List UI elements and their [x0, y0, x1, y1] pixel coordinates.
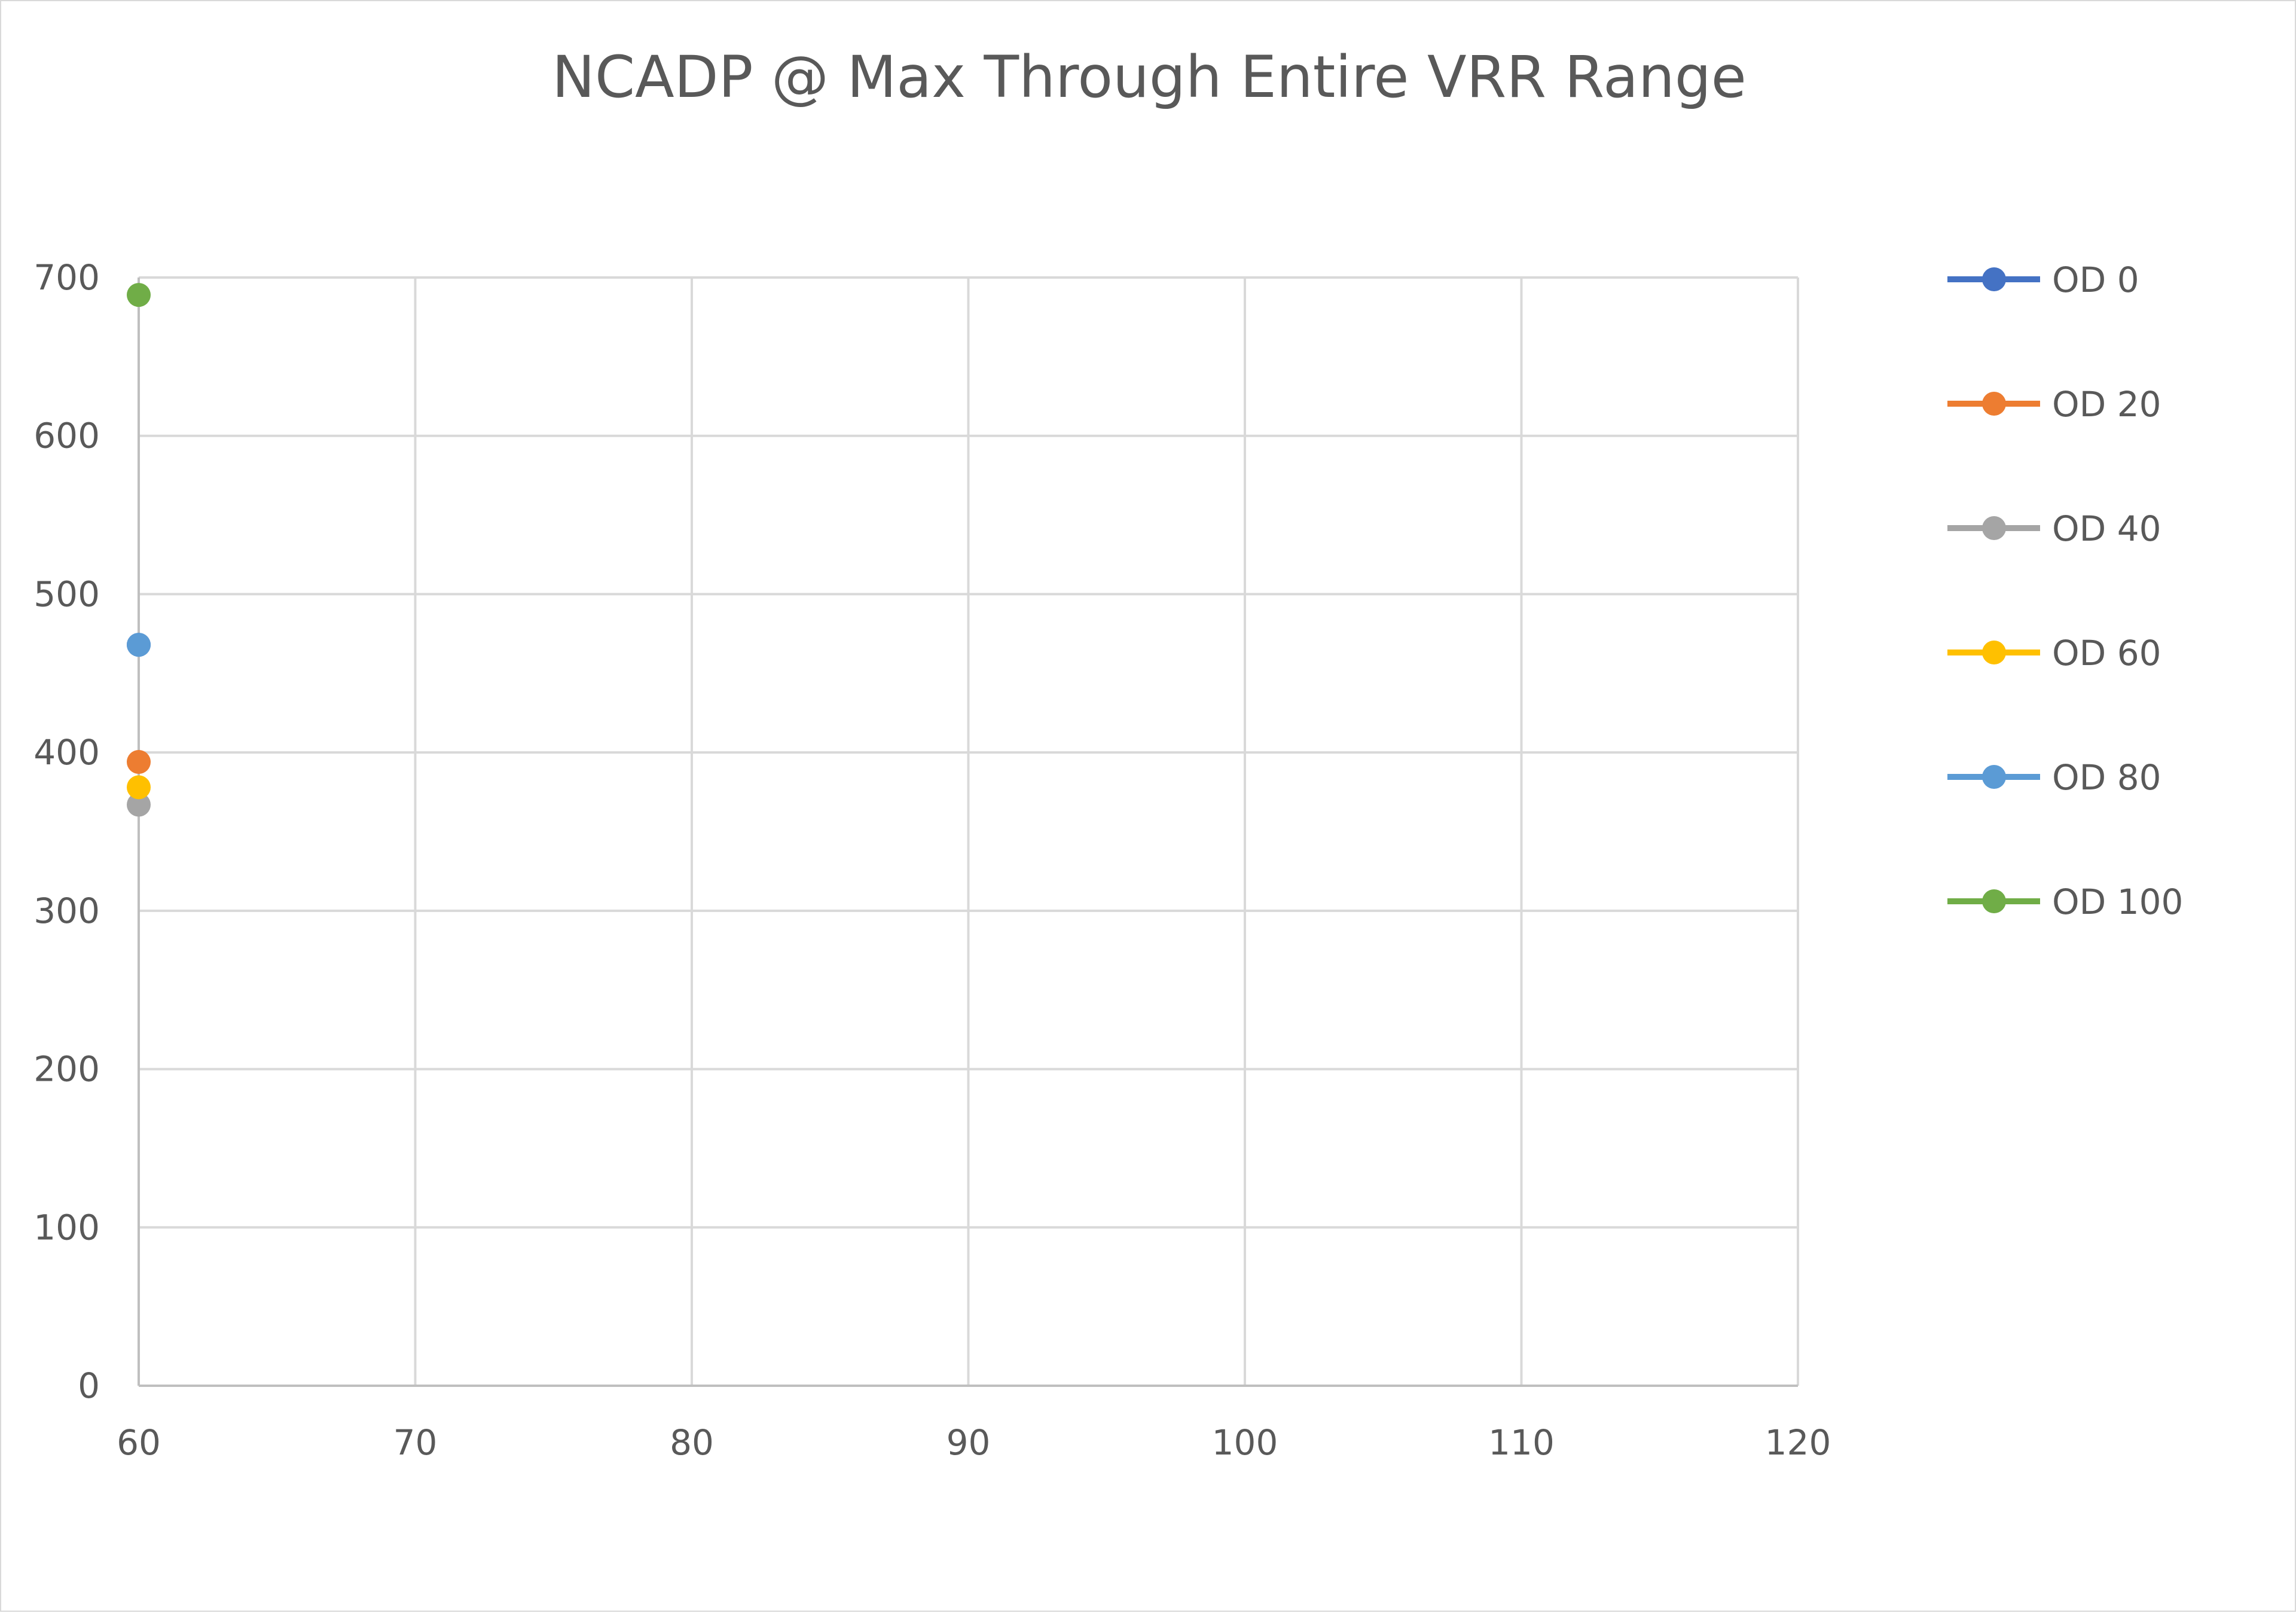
x-tick-label: 110 — [1488, 1422, 1555, 1463]
data-point — [127, 633, 151, 657]
y-tick-label: 500 — [33, 574, 100, 614]
legend-marker — [1982, 392, 2006, 416]
legend-item: OD 40 — [1947, 508, 2161, 549]
data-points — [127, 283, 151, 817]
legend-item: OD 20 — [1947, 384, 2161, 425]
legend: OD 0 OD 20 OD 40 OD 60 OD 80 OD 100 — [1947, 260, 2183, 922]
axes — [138, 278, 1798, 1387]
x-tick-label: 120 — [1765, 1422, 1831, 1463]
chart-title: NCADP @ Max Through Entire VRR Range — [552, 44, 1747, 111]
data-point — [127, 775, 151, 800]
legend-marker — [1982, 516, 2006, 540]
x-tick-label: 100 — [1212, 1422, 1278, 1463]
y-tick-label: 700 — [33, 257, 100, 298]
legend-item: OD 0 — [1947, 260, 2139, 300]
x-tick-label: 60 — [117, 1422, 161, 1463]
y-tick-label: 600 — [33, 416, 100, 456]
legend-marker — [1982, 267, 2006, 291]
legend-item: OD 80 — [1947, 757, 2161, 798]
data-point — [127, 283, 151, 307]
legend-label: OD 80 — [2052, 757, 2161, 798]
legend-label: OD 0 — [2052, 260, 2139, 300]
x-tick-label: 90 — [947, 1422, 991, 1463]
legend-marker — [1982, 641, 2006, 664]
data-point — [127, 792, 151, 817]
legend-item: OD 60 — [1947, 633, 2161, 673]
gridlines — [139, 276, 1799, 1386]
legend-label: OD 60 — [2052, 633, 2161, 673]
tick-labels: 0 100 200 300 400 500 600 700 60 70 80 90 100 110 120 — [33, 257, 1831, 1463]
legend-item: OD 100 — [1947, 882, 2183, 922]
x-tick-label: 80 — [670, 1422, 714, 1463]
legend-label: OD 40 — [2052, 508, 2161, 549]
legend-marker — [1982, 889, 2006, 913]
y-tick-label: 300 — [33, 891, 100, 931]
y-tick-label: 100 — [33, 1207, 100, 1248]
y-tick-label: 0 — [78, 1365, 100, 1406]
legend-marker — [1982, 765, 2006, 789]
y-tick-label: 400 — [33, 732, 100, 773]
y-tick-label: 200 — [33, 1049, 100, 1090]
legend-label: OD 20 — [2052, 384, 2161, 425]
x-tick-label: 70 — [393, 1422, 438, 1463]
legend-label: OD 100 — [2052, 882, 2183, 922]
data-point — [127, 750, 151, 775]
